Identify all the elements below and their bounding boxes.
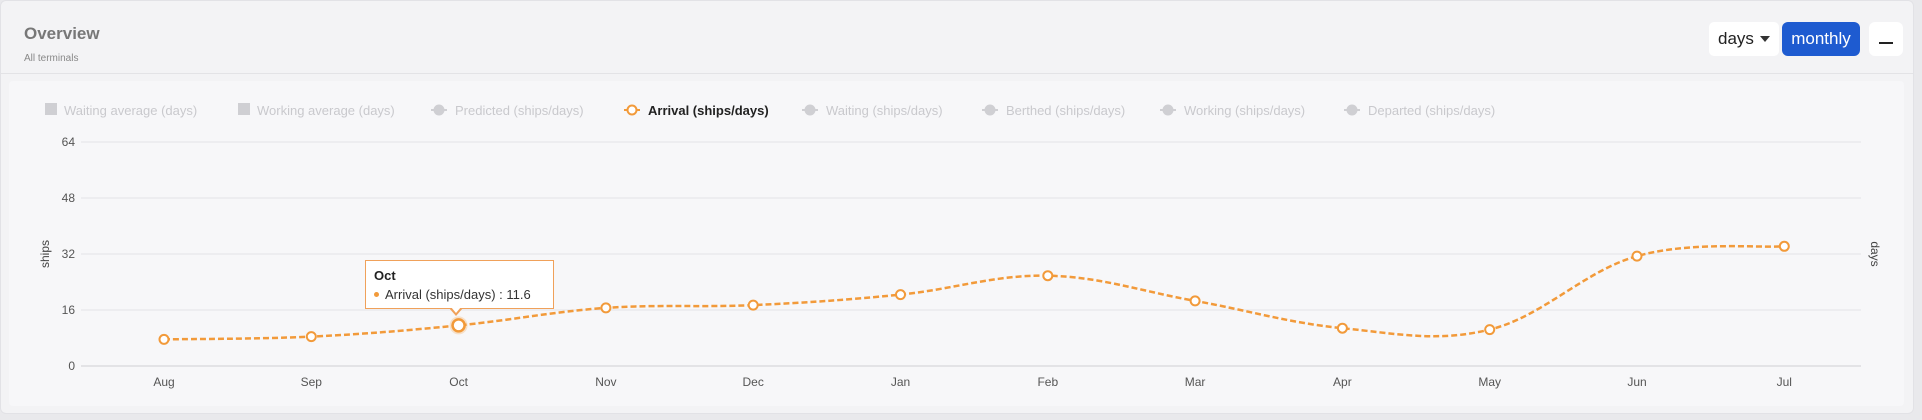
- legend-item[interactable]: Working average (days): [238, 103, 395, 118]
- legend-marker-icon: [626, 104, 638, 116]
- x-axis-ticks: Aug Sep Oct Nov Dec Jan Feb Mar Apr May Jun Jul: [153, 375, 1792, 389]
- legend-item[interactable]: Waiting (ships/days): [802, 103, 943, 118]
- legend-label: Departed (ships/days): [1368, 103, 1495, 118]
- chart-grid: [81, 141, 1861, 367]
- x-tick-label: Feb: [1037, 375, 1058, 389]
- panel-header: Overview All terminals days monthly: [1, 1, 1913, 74]
- tooltip-text: Arrival (ships/days) : 11.6: [385, 287, 531, 302]
- chart-tooltip: Oct Arrival (ships/days) : 11.6: [365, 260, 554, 309]
- x-tick-label: Aug: [153, 375, 174, 389]
- data-point[interactable]: [1042, 270, 1054, 282]
- data-point[interactable]: [1336, 322, 1348, 334]
- y-tick-label: 48: [62, 191, 76, 205]
- legend-label: Arrival (ships/days): [648, 103, 769, 118]
- legend-item[interactable]: Berthed (ships/days): [982, 103, 1125, 118]
- caret-down-icon: [1760, 36, 1770, 42]
- data-point[interactable]: [747, 299, 759, 311]
- data-point[interactable]: [305, 331, 317, 343]
- x-tick-label: Dec: [743, 375, 764, 389]
- page-title: Overview: [24, 24, 100, 43]
- series-line: [163, 244, 1785, 341]
- x-tick-label: Jan: [891, 375, 910, 389]
- legend-item[interactable]: Predicted (ships/days): [431, 103, 584, 118]
- tooltip-arrow-inner: [451, 307, 461, 313]
- y2-axis-label: days: [1868, 241, 1882, 266]
- y-tick-label: 16: [62, 303, 76, 317]
- legend-item[interactable]: Working (ships/days): [1160, 103, 1305, 118]
- tooltip-row: Arrival (ships/days) : 11.6: [374, 287, 545, 302]
- unit-select-value: days: [1718, 29, 1754, 48]
- x-tick-label: Nov: [595, 375, 616, 389]
- chart-area: Waiting average (days) Working average (d…: [9, 81, 1904, 406]
- legend-marker-icon: [984, 104, 996, 116]
- legend-marker-icon: [433, 104, 445, 116]
- legend-square-icon: [45, 103, 57, 115]
- legend-marker-icon: [1162, 104, 1174, 116]
- x-tick-label: Sep: [301, 375, 323, 389]
- tooltip-title: Oct: [374, 268, 396, 283]
- legend-label: Waiting (ships/days): [826, 103, 943, 118]
- data-point[interactable]: [895, 289, 906, 301]
- y-tick-label: 64: [62, 135, 76, 149]
- x-tick-label: May: [1478, 375, 1501, 389]
- x-tick-label: Oct: [449, 375, 468, 389]
- x-tick-label: Jul: [1777, 375, 1792, 389]
- legend-item[interactable]: Departed (ships/days): [1344, 103, 1495, 118]
- x-tick-label: Jun: [1627, 375, 1646, 389]
- data-point[interactable]: [600, 302, 612, 314]
- data-point[interactable]: [1189, 295, 1201, 307]
- y-axis-label: ships: [38, 240, 52, 268]
- legend-marker-icon: [1346, 104, 1358, 116]
- chart-series: [158, 240, 1790, 345]
- legend-label: Working average (days): [257, 103, 395, 118]
- legend-label: Working (ships/days): [1184, 103, 1305, 118]
- page-subtitle: All terminals: [24, 53, 79, 64]
- legend-item[interactable]: Arrival (ships/days): [624, 103, 769, 118]
- y-tick-label: 32: [62, 247, 76, 261]
- arrival-chart: Waiting average (days) Working average (d…: [38, 103, 1882, 389]
- unit-select[interactable]: days: [1709, 22, 1779, 56]
- legend-square-icon: [238, 103, 250, 115]
- minus-icon: [1879, 42, 1893, 44]
- legend-label: Berthed (ships/days): [1006, 103, 1125, 118]
- legend-label: Waiting average (days): [64, 103, 197, 118]
- monthly-button[interactable]: monthly: [1782, 22, 1860, 56]
- y-tick-label: 0: [68, 359, 75, 373]
- x-tick-label: Mar: [1185, 375, 1206, 389]
- series-dot-icon: [374, 292, 379, 297]
- data-point[interactable]: [158, 333, 170, 345]
- legend-marker-icon: [804, 104, 816, 116]
- data-point[interactable]: [451, 318, 466, 333]
- data-point[interactable]: [1778, 240, 1790, 252]
- chart-legend: Waiting average (days) Working average (d…: [45, 103, 1495, 118]
- collapse-button[interactable]: [1869, 22, 1903, 56]
- legend-item[interactable]: Waiting average (days): [45, 103, 197, 118]
- legend-label: Predicted (ships/days): [455, 103, 584, 118]
- data-point[interactable]: [1631, 250, 1643, 262]
- x-tick-label: Apr: [1333, 375, 1352, 389]
- y-axis-ticks: 0 16 32 48 64: [62, 135, 76, 373]
- data-point[interactable]: [1484, 324, 1496, 336]
